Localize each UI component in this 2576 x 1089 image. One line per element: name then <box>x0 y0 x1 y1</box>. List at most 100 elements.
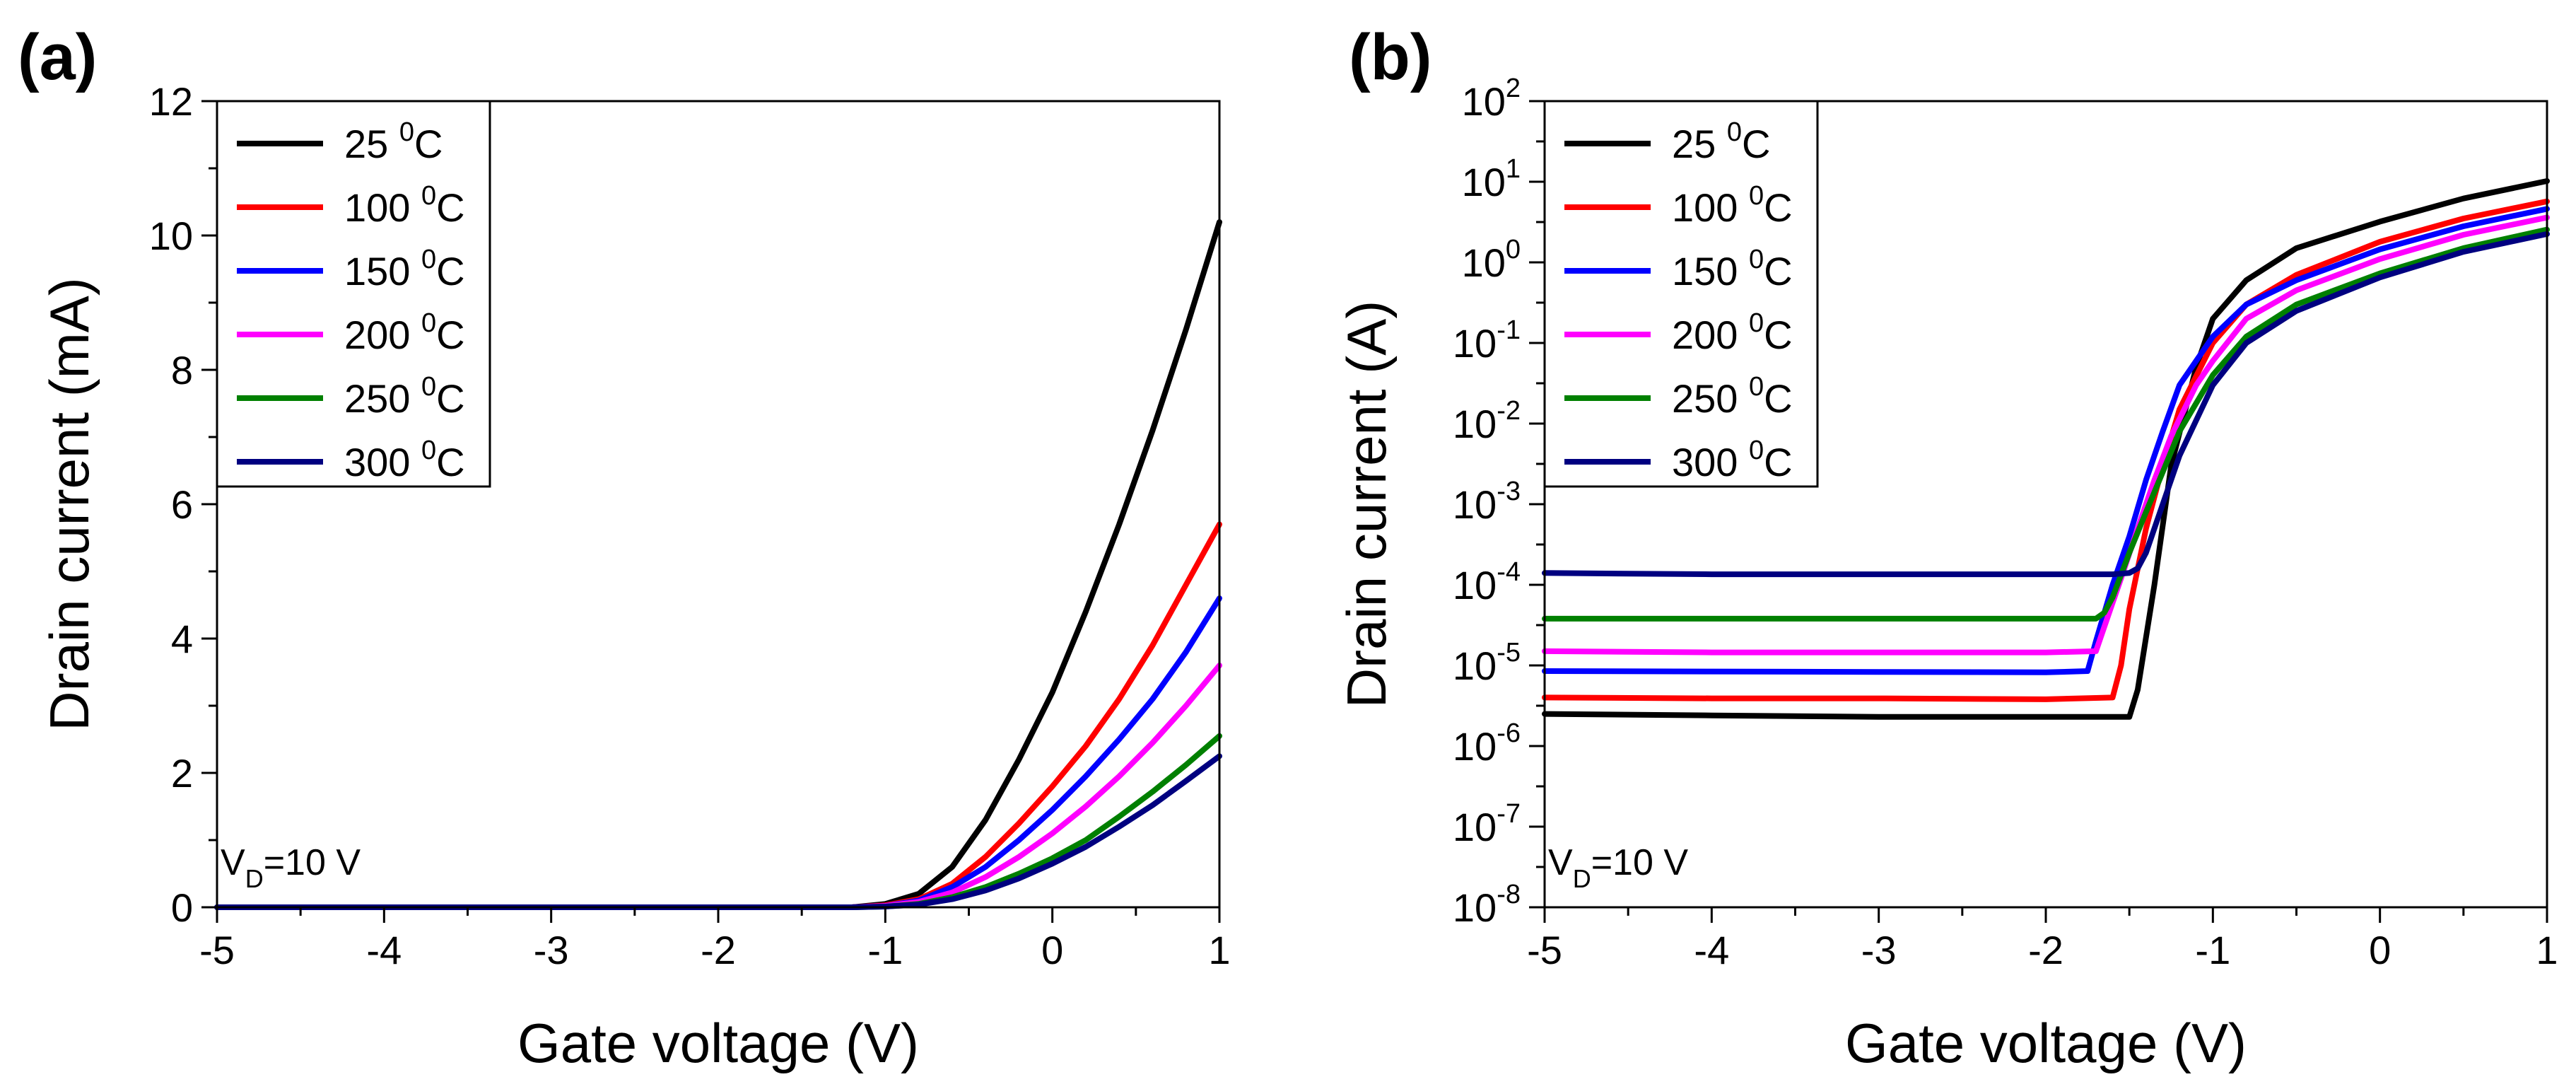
panel-b-y-tick-base: 10 <box>1453 321 1497 366</box>
panel-b-label: (b) <box>1349 21 1432 93</box>
panel-a-legend-unit: C <box>436 249 464 293</box>
panel-b-x-tick-label: -1 <box>2195 928 2230 972</box>
panel-b-legend-unit: C <box>1764 376 1792 421</box>
panel-a-legend-label-250: 250 0C <box>344 372 465 421</box>
panel-b-legend-degree: 0 <box>1749 181 1764 211</box>
panel-a-legend-unit: C <box>436 185 464 230</box>
panel-b-y-tick-base: 10 <box>1453 563 1497 607</box>
panel-b-y-tick-label: 10-1 <box>1453 315 1521 366</box>
panel-b-legend-degree: 0 <box>1727 117 1742 147</box>
panel-b-legend-label-200: 200 0C <box>1672 308 1793 357</box>
panel-b-vd-annotation: VD=10 V <box>1548 842 1688 893</box>
panel-a-x-tick-label: 1 <box>1208 928 1230 972</box>
panel-b-ticks <box>1529 100 2548 923</box>
panel-a-legend-label-200: 200 0C <box>344 308 465 357</box>
panel-b-y-tick-exponent: -3 <box>1497 477 1521 506</box>
panel-b-y-tick-base: 10 <box>1453 885 1497 930</box>
panel-a-vd-rest: =10 V <box>264 842 361 883</box>
panel-b-y-tick-exponent: -4 <box>1497 557 1521 587</box>
panel-b-y-tick-label: 100 <box>1462 235 1521 285</box>
panel-b-legend-degree: 0 <box>1749 372 1764 402</box>
panel-a-legend-value: 25 <box>344 122 399 166</box>
panel-b-vd-sub: D <box>1573 864 1591 893</box>
panel-b-plot-frame <box>1543 100 2548 909</box>
panel-a-series-line-200 <box>214 663 1222 910</box>
panel-b-legend-degree: 0 <box>1749 436 1764 465</box>
panel-b-legend-unit: C <box>1764 185 1792 230</box>
panel-a-ticks <box>201 100 1221 923</box>
panel-a-x-tick-label: 0 <box>1041 928 1063 972</box>
panel-b-x-tick-label: -2 <box>2028 928 2063 972</box>
panel-b-series-line-200 <box>1542 214 2550 656</box>
panel-b-legend-value: 150 <box>1672 249 1749 293</box>
panel-a-vd-sub: D <box>245 864 264 893</box>
panel-b-y-tick-base: 10 <box>1462 160 1506 204</box>
panel-a-x-tick-label: -3 <box>534 928 569 972</box>
panel-b-series-line-300 <box>1542 231 2550 578</box>
panel-a-legend-degree: 0 <box>421 308 436 338</box>
panel-b-legend-unit: C <box>1764 440 1792 484</box>
panel-a-legend-label-150: 150 0C <box>344 245 465 293</box>
panel-b-legend-value: 300 <box>1672 440 1749 484</box>
panel-a-y-tick-label: 10 <box>149 214 193 258</box>
panel-b-y-tick-exponent: -1 <box>1497 315 1521 345</box>
panel-a-x-tick-label: -1 <box>867 928 903 972</box>
panel-a-y-tick-label: 2 <box>171 751 193 796</box>
panel-b-y-tick-exponent: 0 <box>1506 235 1521 264</box>
panel-a-label: (a) <box>18 21 97 93</box>
panel-b-series-group <box>1542 178 2550 720</box>
panel-a-legend-value: 150 <box>344 249 421 293</box>
panel-b-x-tick-label: -4 <box>1694 928 1729 972</box>
panel-b-legend-label-300: 300 0C <box>1672 436 1793 484</box>
panel-a-legend-unit: C <box>436 376 464 421</box>
panel-a-legend-label-100: 100 0C <box>344 181 465 230</box>
panel-a-legend-degree: 0 <box>421 372 436 402</box>
panel-a-vd-annotation: VD=10 V <box>221 842 361 893</box>
panel-a-legend-label-25: 25 0C <box>344 117 443 166</box>
panel-b-y-tick-label: 101 <box>1462 154 1521 204</box>
panel-b-legend-value: 25 <box>1672 122 1727 166</box>
panel-b-y-tick-base: 10 <box>1453 402 1497 446</box>
panel-b-y-tick-base: 10 <box>1453 644 1497 688</box>
panel-b-x-axis-title: Gate voltage (V) <box>1845 1012 2247 1074</box>
panel-b-y-tick-base: 10 <box>1453 482 1497 527</box>
panel-a-x-tick-label: -2 <box>701 928 736 972</box>
panel-a-legend-label-300: 300 0C <box>344 436 465 484</box>
panel-b-y-tick-exponent: 2 <box>1506 74 1521 103</box>
panel-b-y-tick-exponent: -7 <box>1497 799 1521 829</box>
panel-a-legend-value: 200 <box>344 313 421 357</box>
panel-a-legend-value: 250 <box>344 376 421 421</box>
panel-b-y-tick-label: 10-4 <box>1453 557 1521 607</box>
panel-b-vd-rest: =10 V <box>1591 842 1689 883</box>
panel-b-legend-degree: 0 <box>1749 308 1764 338</box>
panel-a-plot-frame <box>216 100 1221 909</box>
panel-b-y-axis-title: Drain current (A) <box>1335 301 1398 708</box>
panel-a-legend-box <box>216 100 491 488</box>
panel-b-x-tick-label: 0 <box>2369 928 2391 972</box>
panel-b-y-tick-exponent: -5 <box>1497 638 1521 668</box>
panel-a-legend-value: 100 <box>344 185 421 230</box>
panel-b-legend-value: 100 <box>1672 185 1749 230</box>
panel-a-legend-degree: 0 <box>421 181 436 211</box>
panel-a-vd-main: V <box>221 842 245 883</box>
panel-b-y-tick-base: 10 <box>1462 79 1506 124</box>
panel-a-y-tick-label: 6 <box>171 482 193 527</box>
panel-b-x-tick-label: -5 <box>1527 928 1562 972</box>
panel-b-y-tick-label: 10-6 <box>1453 718 1521 769</box>
panel-a-legend-degree: 0 <box>421 436 436 465</box>
panel-b-y-tick-base: 10 <box>1453 724 1497 769</box>
panel-b: (b) -5 -4 -3 -2 -1 0 110-810-710-610-510-410-3… <box>1335 21 2558 1074</box>
panel-b-y-tick-exponent: -6 <box>1497 718 1521 748</box>
panel-b-legend-value: 250 <box>1672 376 1749 421</box>
panel-b-y-tick-label: 10-8 <box>1453 880 1521 930</box>
panel-b-y-tick-base: 10 <box>1453 805 1497 849</box>
panel-b-y-tick-base: 10 <box>1462 240 1506 285</box>
panel-b-legend-label-100: 100 0C <box>1672 181 1793 230</box>
panel-b-legend-value: 200 <box>1672 313 1749 357</box>
panel-b-y-tick-label: 10-5 <box>1453 638 1521 688</box>
panel-a-legend-degree: 0 <box>399 117 414 147</box>
